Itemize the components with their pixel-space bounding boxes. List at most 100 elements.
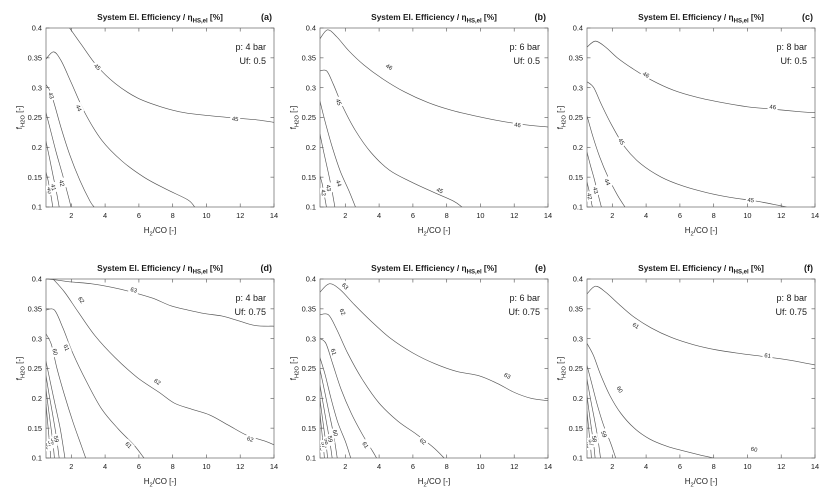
- panel-title-subscript: HS,el: [193, 269, 208, 275]
- contour-label-mask: [615, 135, 628, 148]
- y-tick-label: 0.2: [32, 394, 42, 403]
- x-tick-label: 14: [544, 462, 552, 471]
- x-axis-label: H2/CO [-]: [418, 477, 451, 488]
- contour-label-mask: [639, 68, 653, 81]
- panel-title: System El. Efficiency / ηHS,el [%]: [638, 12, 764, 24]
- annotation-pressure: p: 8 bar: [776, 293, 807, 303]
- y-tick-label: 0.35: [28, 305, 42, 314]
- contour-label-mask: [49, 181, 59, 193]
- x-axis-label-main: H: [144, 477, 150, 486]
- x-tick-label: 12: [236, 211, 244, 220]
- annotation-pressure: p: 4 bar: [235, 293, 266, 303]
- panel-letter: (c): [802, 12, 813, 22]
- y-tick-label: 0.1: [32, 454, 42, 463]
- x-tick-label: 6: [411, 462, 415, 471]
- contour-label-mask: [328, 345, 339, 358]
- y-tick-label: 0.3: [306, 334, 316, 343]
- x-tick-label: 10: [202, 211, 210, 220]
- y-axis-label-rest: [-]: [556, 357, 565, 366]
- contour-line-58: [587, 378, 601, 458]
- contour-line-63: [47, 279, 274, 327]
- contour-label-mask: [75, 293, 88, 307]
- annotation-uf: Uf: 0.75: [775, 307, 807, 317]
- x-axis-label-subscript: 2: [690, 231, 693, 237]
- contour-label-mask: [359, 438, 372, 452]
- contour-label-mask: [590, 433, 600, 445]
- contour-label-60: 60: [331, 427, 341, 439]
- y-tick-label: 0.2: [573, 394, 583, 403]
- contour-label-text: 63: [129, 287, 138, 295]
- contour-label-text: 57: [319, 441, 326, 448]
- x-tick-label: 14: [544, 211, 552, 220]
- y-tick-label: 0.4: [32, 24, 42, 33]
- y-axis-label-rest: [-]: [289, 106, 298, 115]
- y-axis-label-rest: [-]: [15, 106, 24, 115]
- x-tick-label: 8: [712, 462, 716, 471]
- contour-label-45: 45: [745, 195, 757, 205]
- panel-e: 2 4 6 8 10 12 14 0.1 0.15 0.2 0.25 0.3 0.35 0.4 System…: [282, 251, 557, 502]
- y-tick-label: 0.15: [28, 173, 42, 182]
- panel-a: 2 4 6 8 10 12 14 0.1 0.15 0.2 0.25 0.3 0.35 0.4 System…: [8, 0, 283, 251]
- y-axis-label-rest: [-]: [15, 357, 24, 366]
- y-tick-label: 0.25: [302, 364, 316, 373]
- y-tick-label: 0.25: [28, 113, 42, 122]
- contour-label-62: 62: [244, 433, 257, 444]
- y-axis-label: fH2O [-]: [556, 357, 567, 381]
- panel-letter: (f): [804, 263, 813, 273]
- contour-label-mask: [748, 444, 760, 454]
- panel-plot-b: 2 4 6 8 10 12 140.10.150.20.250.30.350.4System…: [289, 12, 552, 237]
- y-axis-label-subscript: H2O: [561, 366, 567, 378]
- x-tick-label: 8: [445, 462, 449, 471]
- x-tick-label: 4: [103, 211, 107, 220]
- contour-label-mask: [61, 341, 72, 354]
- contour-label-61: 61: [122, 438, 135, 451]
- y-tick-label: 0.1: [573, 454, 583, 463]
- contour-line-57: [587, 395, 596, 458]
- contour-label-42: 42: [585, 190, 595, 202]
- x-axis-label-rest: /CO [-]: [694, 226, 718, 235]
- contour-line-45: [69, 28, 274, 123]
- panel-title: System El. Efficiency / ηHS,el [%]: [97, 263, 223, 275]
- contour-label-text: 43: [324, 184, 331, 192]
- contour-label-mask: [599, 428, 610, 441]
- y-tick-label: 0.35: [28, 54, 42, 63]
- panel-letter: (e): [535, 263, 546, 273]
- contour-label-mask: [745, 195, 757, 205]
- y-tick-label: 0.25: [569, 113, 583, 122]
- x-tick-label: 14: [811, 462, 819, 471]
- contour-label-text: 58: [590, 435, 597, 443]
- panel-c: 2 4 6 8 10 12 14 0.1 0.15 0.2 0.25 0.3 0.35 0.4 System…: [549, 0, 824, 251]
- y-axis-label-subscript: H2O: [561, 115, 567, 127]
- y-tick-label: 0.3: [32, 83, 42, 92]
- contour-label-text: 60: [750, 447, 758, 454]
- y-tick-label: 0.1: [573, 203, 583, 212]
- y-tick-label: 0.25: [302, 113, 316, 122]
- contour-label-61: 61: [328, 345, 339, 358]
- y-tick-label: 0.25: [28, 364, 42, 373]
- y-tick-label: 0.1: [32, 203, 42, 212]
- panel-title: System El. Efficiency / ηHS,el [%]: [97, 12, 223, 24]
- panel-title-main: System El. Efficiency / η: [371, 263, 466, 273]
- x-axis-label-subscript: 2: [423, 482, 426, 488]
- contour-label-mask: [383, 61, 396, 73]
- contour-label-text: 45: [232, 117, 240, 124]
- contour-label-mask: [339, 280, 352, 293]
- x-tick-label: 6: [137, 211, 141, 220]
- annotation-pressure: p: 6 bar: [509, 42, 540, 52]
- contour-label-text: 61: [360, 441, 369, 450]
- x-tick-label: 14: [270, 462, 278, 471]
- contour-label-text: 62: [246, 436, 254, 444]
- y-tick-label: 0.2: [306, 143, 316, 152]
- x-axis-label: H2/CO [-]: [144, 477, 177, 488]
- y-axis-label-main: f: [15, 377, 24, 380]
- contour-label-mask: [324, 182, 334, 194]
- x-axis-label-subscript: 2: [149, 482, 152, 488]
- panel-letter: (a): [261, 12, 272, 22]
- contour-line-61: [46, 308, 145, 458]
- contour-label-mask: [333, 95, 345, 108]
- contour-label-text: 42: [585, 193, 592, 201]
- x-axis-label-subscript: 2: [423, 231, 426, 237]
- panel-title-main: System El. Efficiency / η: [638, 263, 733, 273]
